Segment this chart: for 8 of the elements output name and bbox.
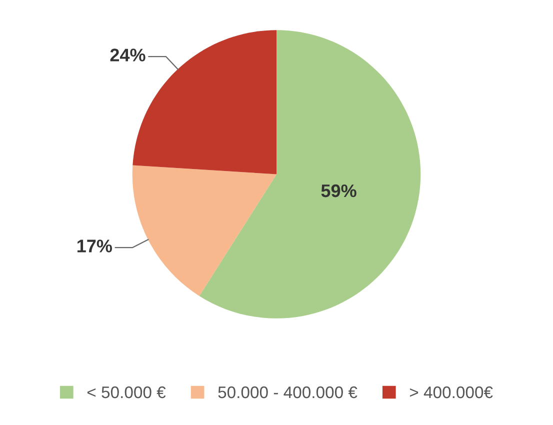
pie-slice: [132, 165, 276, 296]
legend-label: < 50.000 €: [87, 386, 166, 398]
data-label: 24%: [110, 48, 146, 62]
data-label: 17%: [77, 240, 112, 252]
pie-slice: [199, 30, 421, 318]
legend-label: 50.000 - 400.000 €: [218, 386, 358, 398]
legend-label: > 400.000€: [410, 386, 493, 398]
data-label: 59%: [321, 184, 356, 198]
